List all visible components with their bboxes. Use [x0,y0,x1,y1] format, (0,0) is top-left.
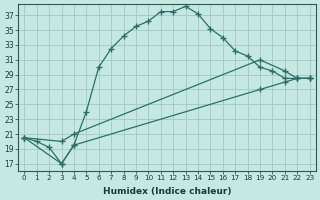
X-axis label: Humidex (Indice chaleur): Humidex (Indice chaleur) [103,187,231,196]
